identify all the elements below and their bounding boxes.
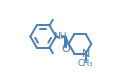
Text: NH: NH	[53, 32, 67, 41]
Text: N: N	[81, 49, 90, 59]
Text: O: O	[61, 44, 70, 54]
Text: CH₃: CH₃	[78, 59, 93, 68]
